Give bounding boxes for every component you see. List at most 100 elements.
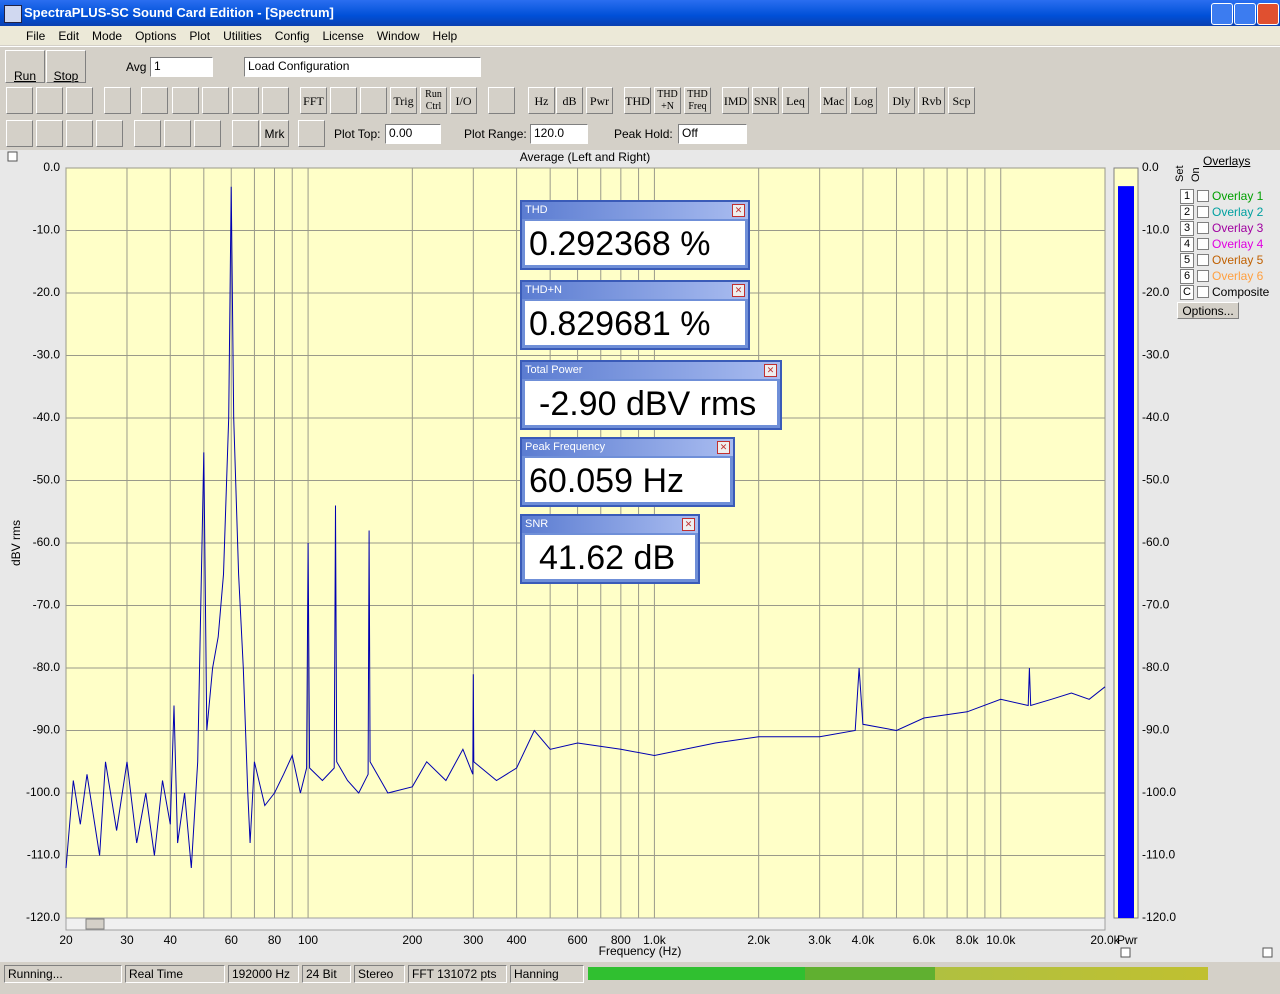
menu-item[interactable]: Plot <box>189 28 211 43</box>
overlay-key[interactable]: 6 <box>1180 269 1194 284</box>
close-readout[interactable]: ✕ <box>682 518 695 531</box>
options-button[interactable]: Options... <box>1177 302 1239 319</box>
x-tick-label: 200 <box>402 933 422 947</box>
overlay-key[interactable]: 1 <box>1180 189 1194 204</box>
toolbar-button[interactable]: THD Freq <box>684 87 711 114</box>
toolbar-button[interactable] <box>96 120 123 147</box>
overlay-key[interactable]: 5 <box>1180 253 1194 268</box>
run-button[interactable]: Run <box>5 50 45 83</box>
overlay-checkbox[interactable] <box>1197 286 1209 298</box>
avg-select[interactable]: 1 <box>150 57 213 77</box>
menu-item[interactable]: Mode <box>92 28 123 43</box>
plot-top-input[interactable]: 0.00 <box>385 124 441 144</box>
toolbar-button[interactable]: Leq <box>782 87 809 114</box>
marker-button[interactable]: Mrk <box>260 120 289 147</box>
button-label: Pwr <box>589 93 610 108</box>
stop-button[interactable]: Stop <box>46 50 86 83</box>
toolbar-button[interactable]: SNR <box>752 87 779 114</box>
toolbar-button[interactable] <box>194 120 221 147</box>
toolbar-button[interactable] <box>488 87 515 114</box>
overlay-checkbox[interactable] <box>1197 206 1209 218</box>
toolbar-button[interactable]: Scp <box>948 87 975 114</box>
plot-range-input[interactable]: 120.0 <box>530 124 588 144</box>
close-readout[interactable]: ✕ <box>732 284 745 297</box>
x-tick-label: 20.0k <box>1090 933 1120 947</box>
menu-item[interactable]: Config <box>274 28 310 43</box>
toolbar-button[interactable] <box>232 87 259 114</box>
overlay-key[interactable]: C <box>1180 285 1194 300</box>
peak-hold-select[interactable]: Off <box>678 124 747 144</box>
toolbar-button[interactable] <box>262 87 289 114</box>
toolbar-button[interactable] <box>134 120 161 147</box>
overlay-key[interactable]: 4 <box>1180 237 1194 252</box>
maximize-button[interactable] <box>1234 3 1256 25</box>
toolbar-button[interactable]: I/O <box>450 87 477 114</box>
toolbar-button[interactable]: Dly <box>888 87 915 114</box>
x-tick-label: 800 <box>611 933 631 947</box>
toolbar-button[interactable] <box>232 120 259 147</box>
toolbar-button[interactable]: Mac <box>820 87 847 114</box>
toolbar-button[interactable] <box>330 87 357 114</box>
menu-item[interactable]: Options <box>135 28 177 43</box>
overlays-title: Overlays <box>1203 154 1251 168</box>
status-field: Hanning <box>510 965 584 983</box>
toolbar-button[interactable]: Run Ctrl <box>420 87 447 114</box>
menu-item[interactable]: Edit <box>58 28 80 43</box>
toolbar-button[interactable] <box>172 87 199 114</box>
collapse-box[interactable] <box>1262 947 1273 958</box>
collapse-box[interactable] <box>7 151 18 162</box>
toolbar-button[interactable]: FFT <box>300 87 327 114</box>
toolbar-button[interactable] <box>36 120 63 147</box>
toolbar-button[interactable]: Trig <box>390 87 417 114</box>
toolbar-button[interactable] <box>298 120 325 147</box>
overlay-name: Overlay 5 <box>1212 253 1264 267</box>
y-tick-label: -40.0 <box>33 410 61 424</box>
toolbar-button[interactable]: THD <box>624 87 651 114</box>
toolbar-button[interactable]: Rvb <box>918 87 945 114</box>
toolbar-button[interactable] <box>104 87 131 114</box>
overlay-key[interactable]: 3 <box>1180 221 1194 236</box>
overlay-checkbox[interactable] <box>1197 270 1209 282</box>
toolbar-button[interactable]: Hz <box>528 87 555 114</box>
toolbar-button[interactable] <box>66 120 93 147</box>
menu-item[interactable]: Utilities <box>223 28 262 43</box>
overlay-checkbox[interactable] <box>1197 254 1209 266</box>
toolbar-button[interactable] <box>141 87 168 114</box>
close-readout[interactable]: ✕ <box>717 441 730 454</box>
meter-tick-label: -20.0 <box>1142 285 1170 299</box>
y-tick-label: -100.0 <box>26 785 60 799</box>
toolbar-button[interactable]: dB <box>556 87 583 114</box>
options-label: Options... <box>1182 303 1234 318</box>
toolbar-button[interactable] <box>360 87 387 114</box>
overlay-checkbox[interactable] <box>1197 238 1209 250</box>
toolbar-plot: Plot Top: 0.00 Plot Range: 120.0 Peak Ho… <box>0 117 1280 150</box>
toolbar-button[interactable] <box>66 87 93 114</box>
button-label: Mrk <box>264 126 285 141</box>
toolbar-button[interactable] <box>164 120 191 147</box>
menu-item[interactable]: File <box>26 28 46 43</box>
meter-label: Pwr <box>1117 933 1138 947</box>
y-axis-label: dBV rms <box>9 520 23 566</box>
close-readout[interactable]: ✕ <box>732 204 745 217</box>
collapse-box[interactable] <box>1120 947 1131 958</box>
overlay-checkbox[interactable] <box>1197 222 1209 234</box>
overlay-key[interactable]: 2 <box>1180 205 1194 220</box>
menu-item[interactable]: Help <box>432 28 458 43</box>
toolbar-button[interactable]: THD +N <box>654 87 681 114</box>
overlay-checkbox[interactable] <box>1197 190 1209 202</box>
toolbar-button[interactable]: IMD <box>722 87 749 114</box>
toolbar-button[interactable] <box>6 87 33 114</box>
config-select[interactable]: Load Configuration <box>244 57 481 77</box>
menu-item[interactable]: Window <box>376 28 420 43</box>
toolbar-button[interactable] <box>36 87 63 114</box>
close-readout[interactable]: ✕ <box>764 364 777 377</box>
menu-item[interactable]: License <box>322 28 364 43</box>
close-button[interactable] <box>1257 3 1279 25</box>
y-tick-label: -110.0 <box>27 848 60 862</box>
toolbar-button[interactable]: Log <box>850 87 877 114</box>
minimize-button[interactable] <box>1211 3 1233 25</box>
toolbar-button[interactable] <box>202 87 229 114</box>
toolbar-button[interactable]: Pwr <box>586 87 613 114</box>
toolbar-button[interactable] <box>6 120 33 147</box>
